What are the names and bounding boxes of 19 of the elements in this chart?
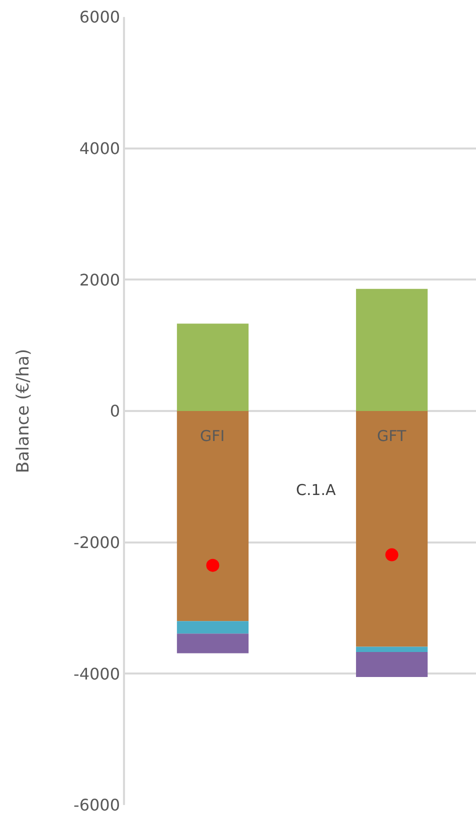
y-tick-label: 2000 <box>79 270 120 290</box>
bar <box>356 646 428 652</box>
x-tick-label: GFT <box>377 427 407 445</box>
annotation: C.1.A <box>296 481 337 499</box>
bar <box>176 634 249 654</box>
y-tick-label: -2000 <box>74 532 120 552</box>
y-tick-label: -6000 <box>74 796 120 815</box>
bar <box>356 288 428 411</box>
y-tick-label: -4000 <box>74 664 120 684</box>
bar <box>176 324 249 411</box>
x-tick-label: GFI <box>200 427 225 445</box>
y-tick-label: 0 <box>110 402 120 421</box>
bar <box>176 621 249 634</box>
y-tick-label: 6000 <box>79 8 120 27</box>
bar <box>356 652 428 677</box>
y-tick-label: 4000 <box>79 138 120 158</box>
bar <box>356 411 428 647</box>
bar <box>176 411 249 622</box>
y-axis-title: Balance (€/ha) <box>14 348 34 474</box>
